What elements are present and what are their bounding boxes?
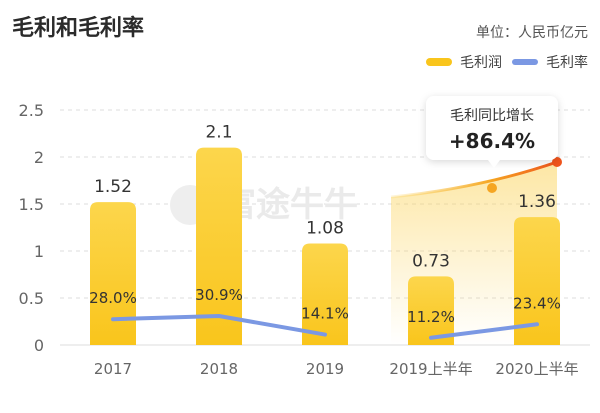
growth-endpoint xyxy=(552,157,562,167)
margin-value-label: 11.2% xyxy=(407,308,455,326)
legend-item-gross-margin: 毛利率 xyxy=(512,52,588,72)
x-tick-label: 2019 xyxy=(306,360,344,378)
legend-item-gross-profit: 毛利润 xyxy=(426,52,502,72)
x-tick-label: 2020上半年 xyxy=(495,360,578,378)
callout-box xyxy=(426,96,558,160)
line-layer xyxy=(111,314,539,340)
growth-curve xyxy=(390,160,558,199)
y-tick-label: 0.5 xyxy=(19,289,44,308)
y-tick-label: 2 xyxy=(34,148,44,167)
callout: 毛利同比增长 +86.4% xyxy=(426,96,558,168)
bar-value-label: 1.52 xyxy=(94,177,132,197)
margin-line xyxy=(111,314,327,337)
y-tick-label: 1 xyxy=(34,242,44,261)
x-tick-label: 2017 xyxy=(94,360,132,378)
legend-label-gross-margin: 毛利率 xyxy=(546,55,588,71)
callout-pointer xyxy=(488,160,500,168)
y-tick-label: 2.5 xyxy=(19,101,44,120)
bar-gross-profit xyxy=(90,202,136,345)
legend-line-swatch xyxy=(512,59,538,65)
margin-value-label: 14.1% xyxy=(301,305,349,323)
label-layer: 1.52 2.1 1.08 0.73 1.36 28.0% 30.9% 14.1% 11.2% 2… xyxy=(89,123,561,326)
growth-midpoint xyxy=(487,183,497,193)
chart-title: 毛利和毛利率 xyxy=(12,16,145,41)
bar-value-label: 2.1 xyxy=(205,123,232,143)
unit-label: 单位：人民币亿元 xyxy=(476,25,588,41)
bar-layer xyxy=(90,147,560,345)
bar-value-label: 1.36 xyxy=(518,192,556,212)
bar-value-label: 1.08 xyxy=(306,218,344,238)
bar-gross-profit xyxy=(408,276,454,345)
y-tick-label: 1.5 xyxy=(19,195,44,214)
bar-gross-profit xyxy=(196,147,242,345)
bar-gross-profit xyxy=(302,243,348,345)
x-tick-label: 2019上半年 xyxy=(389,360,472,378)
bar-value-label: 0.73 xyxy=(412,251,450,271)
callout-label: 毛利同比增长 xyxy=(450,108,534,124)
x-tick-label: 2018 xyxy=(200,360,238,378)
bar-gross-profit xyxy=(514,217,560,345)
callout-value: +86.4% xyxy=(449,129,535,153)
legend: 毛利润 毛利率 xyxy=(426,52,588,72)
margin-value-label: 28.0% xyxy=(89,289,137,307)
margin-value-label: 23.4% xyxy=(513,294,561,312)
legend-bar-swatch xyxy=(426,58,452,66)
margin-line xyxy=(429,322,539,340)
legend-label-gross-profit: 毛利润 xyxy=(460,55,502,71)
margin-value-label: 30.9% xyxy=(195,286,243,304)
y-tick-label: 0 xyxy=(34,336,44,355)
watermark-text: 富途牛牛 xyxy=(222,185,358,225)
